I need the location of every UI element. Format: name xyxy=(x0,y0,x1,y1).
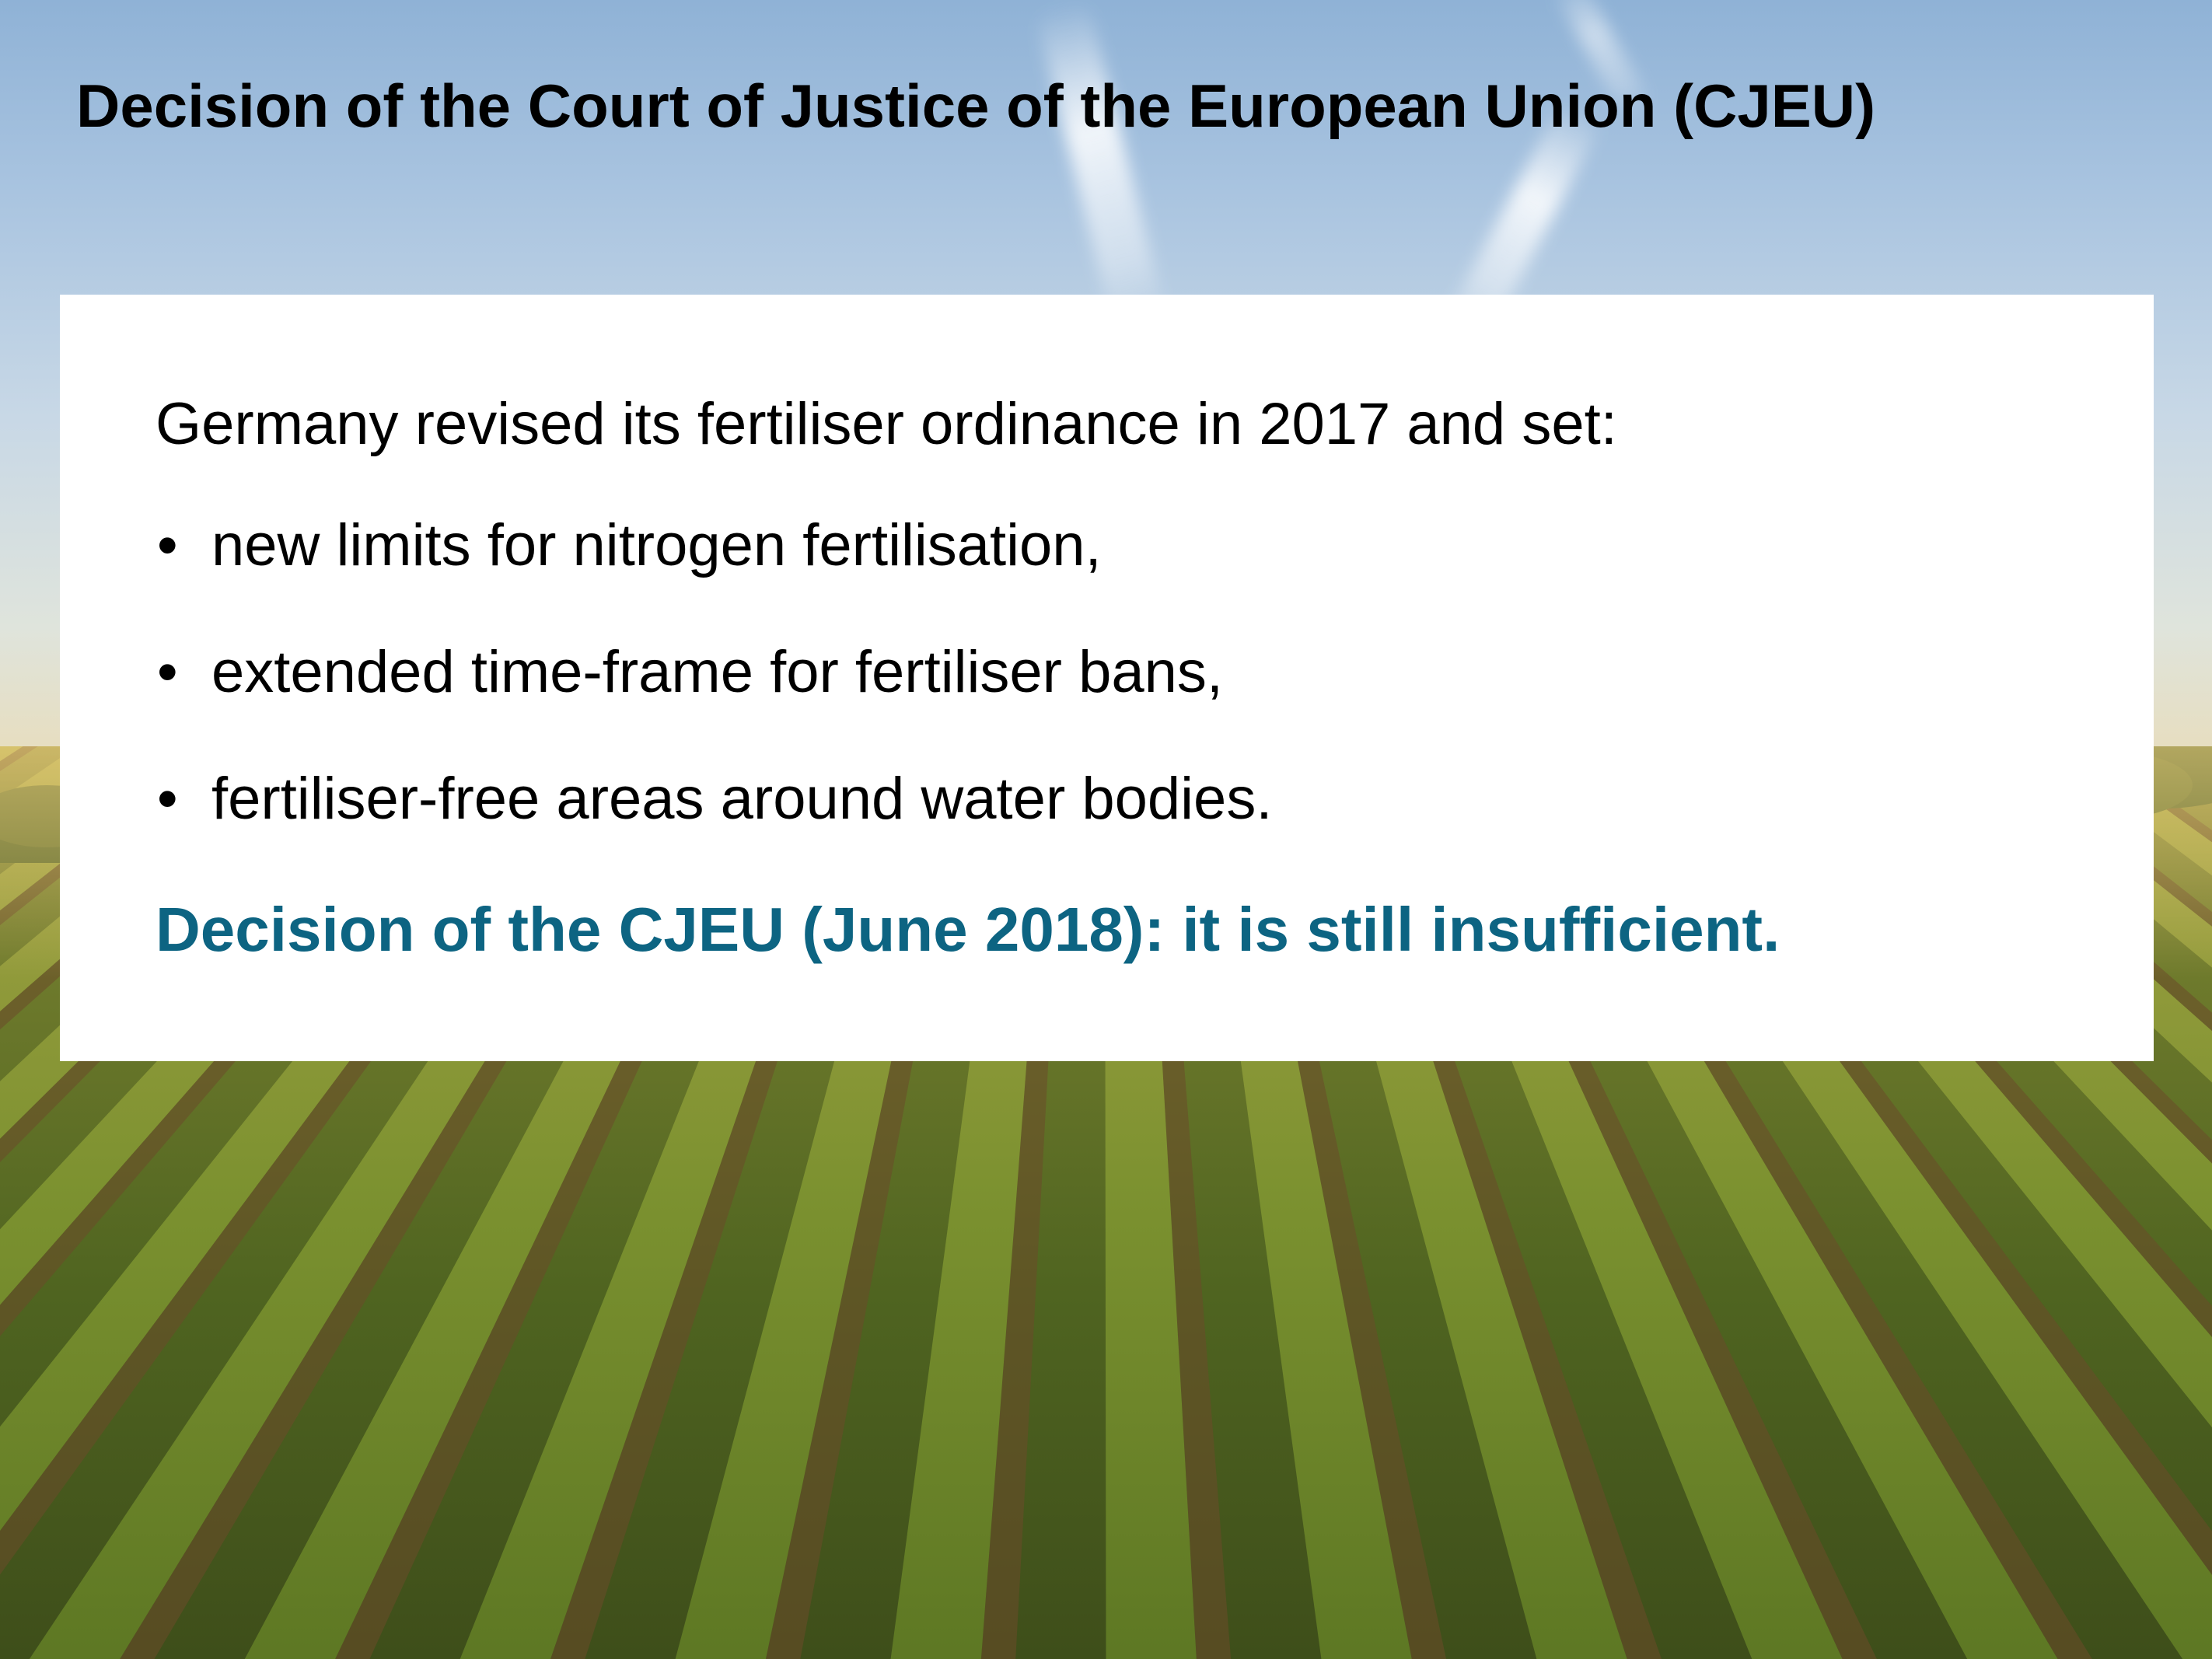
bullet-text: extended time-frame for fertiliser bans, xyxy=(211,639,1223,705)
intro-text: Germany revised its fertiliser ordinance… xyxy=(156,391,1617,457)
slide-title: Decision of the Court of Justice of the … xyxy=(76,72,1876,140)
bullet-icon: • xyxy=(157,766,178,832)
bullet-icon: • xyxy=(157,512,178,578)
decision-highlight: Decision of the CJEU (June 2018): it is … xyxy=(156,895,1780,964)
content-panel xyxy=(60,295,2154,1061)
bullet-text: new limits for nitrogen fertilisation, xyxy=(211,512,1102,578)
bullet-text: fertiliser-free areas around water bodie… xyxy=(211,766,1273,832)
soil-path xyxy=(0,746,599,1575)
bullet-icon: • xyxy=(157,639,178,705)
